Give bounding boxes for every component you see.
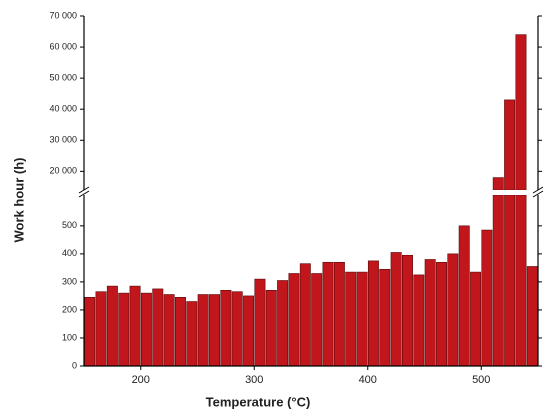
bar [209,294,221,367]
bar [367,260,379,367]
bar [526,266,538,367]
bar-upper [492,177,504,191]
bar [163,294,175,367]
bar [288,273,300,367]
bar [152,288,164,367]
x-tick-label: 500 [472,374,490,386]
x-axis-label: Temperature (°C) [206,394,311,409]
bar [322,261,334,367]
axis-break-mark [78,190,90,198]
x-tick-label: 300 [245,374,263,386]
bar [84,297,96,367]
y-tick-label: 100 [62,332,77,342]
bar-upper [504,99,516,191]
bar [175,297,186,367]
bar [95,291,107,367]
axis-break-mark [78,186,90,194]
bar [129,285,141,367]
bar [254,278,266,367]
y-tick-label-upper: 50 000 [49,73,77,83]
bar [277,280,289,367]
bar [311,273,323,367]
x-tick-label: 200 [132,374,150,386]
bar [299,263,311,367]
bar [197,294,209,367]
bar [515,194,527,367]
y-tick-label: 500 [62,220,77,230]
bar [265,290,277,367]
axis-break-gap [78,190,544,195]
bar [481,229,493,367]
bar [186,301,198,367]
x-tick-label: 400 [359,374,377,386]
y-tick-label: 0 [72,360,77,370]
bar [447,253,459,367]
bar [424,259,436,367]
bar [413,274,425,367]
bar [333,261,345,367]
bar [470,271,482,367]
bar-upper [515,34,527,191]
bar [118,292,130,367]
y-tick-label-upper: 60 000 [49,41,77,51]
bar [390,252,402,367]
bar [345,271,357,367]
y-tick-label-upper: 30 000 [49,135,77,145]
y-tick-label-upper: 70 000 [49,10,77,20]
bar [220,290,232,367]
y-tick-label: 200 [62,304,77,314]
bar [231,291,243,367]
y-tick-label: 400 [62,248,77,258]
bar [401,254,413,367]
bar [436,261,448,367]
y-tick-label-upper: 40 000 [49,104,77,114]
bar [140,292,152,367]
bar [504,194,516,367]
bar [458,225,470,367]
bar [106,285,118,367]
axis-break-mark [532,190,544,198]
bar [243,295,255,367]
y-axis-label: Work hour (h) [11,158,26,243]
y-tick-label-upper: 20 000 [49,166,77,176]
bar [379,268,391,367]
bar [492,194,504,367]
y-tick-label: 300 [62,276,77,286]
bar [356,271,368,367]
axis-break-mark [532,186,544,194]
